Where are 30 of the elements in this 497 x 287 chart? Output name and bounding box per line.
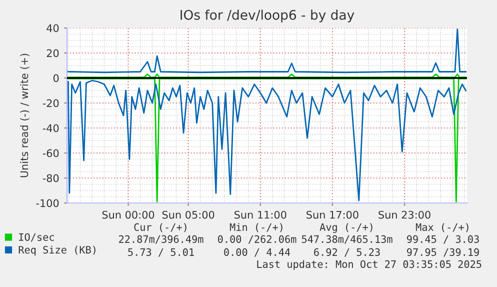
x-tick-label: Sun 17:00 [306, 210, 358, 219]
y-tick-label: 40 [46, 24, 59, 32]
y-tick-label: -60 [42, 149, 59, 158]
text: 6.92 / 5.23 [314, 248, 380, 257]
text: Last update: Mon Oct 27 03:35:05 2025 [257, 260, 482, 270]
y-tick-label: -40 [42, 124, 59, 132]
text: 547.38m/465.13m [302, 235, 392, 244]
chart-title: IOs for /dev/loop6 - by day [180, 10, 354, 22]
x-tick-label: Sun 23:00 [378, 210, 430, 219]
x-tick-label: Sun 00:00 [102, 210, 154, 219]
text: Avg (-/+) [320, 223, 372, 233]
text: 97.95 /39.19 [407, 248, 479, 257]
y-tick-label: 20 [46, 49, 59, 58]
y-tick-label: -80 [42, 174, 59, 182]
text: Max (-/+) [416, 223, 468, 232]
x-tick-label: Sun 11:00 [234, 210, 286, 219]
text: 99.45 / 3.03 [407, 235, 479, 244]
y-tick-label: -20 [42, 99, 59, 108]
text: 0.00 / 4.44 [224, 248, 290, 257]
text: 22.87m/396.49m [119, 235, 204, 244]
y-tick-label: 0 [53, 74, 59, 82]
legend-label: Req Size (KB) [18, 246, 96, 256]
y-axis-title: Units read (-) / write (+) [20, 54, 30, 178]
legend-label: IO/sec [19, 233, 54, 242]
text: Cur (-/+) [134, 223, 186, 232]
text: 0.00 /262.06m [218, 235, 296, 244]
x-tick-label: Sun 05:00 [162, 210, 214, 219]
y-tick-label: -100 [36, 199, 59, 208]
text: 5.73 / 5.01 [128, 248, 194, 257]
text: Min (-/+) [230, 223, 282, 232]
